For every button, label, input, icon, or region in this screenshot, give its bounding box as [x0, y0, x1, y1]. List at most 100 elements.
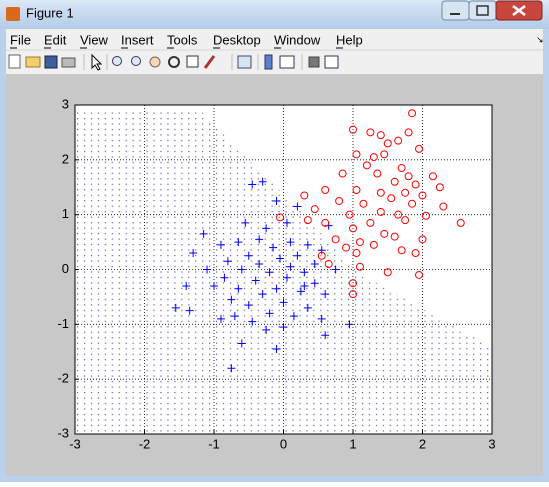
menu-item[interactable]: File [10, 32, 31, 47]
circle-marker [366, 128, 375, 137]
circle-marker [362, 161, 371, 170]
toolbar [8, 53, 339, 71]
circle-marker [321, 185, 330, 194]
x-tick-label: 0 [280, 436, 287, 451]
menu-item[interactable]: View [80, 32, 109, 47]
plus-marker [237, 339, 246, 348]
link-icon[interactable] [237, 55, 252, 69]
plus-marker [237, 265, 246, 274]
x-tick-label: 1 [349, 436, 356, 451]
circle-marker [421, 211, 430, 220]
circle-marker [415, 270, 424, 279]
y-tick-label: 0 [62, 261, 69, 276]
y-tick-label: 1 [62, 206, 69, 221]
menu-item[interactable]: Window [274, 32, 321, 47]
circle-marker [439, 202, 448, 211]
x-tick-label: -3 [69, 436, 81, 451]
circle-marker [404, 128, 413, 137]
open-icon[interactable] [25, 56, 41, 68]
menu-item[interactable]: Help [336, 32, 363, 47]
menu-item[interactable]: Edit [44, 32, 67, 47]
circle-marker [404, 172, 413, 181]
pan-icon[interactable] [149, 56, 161, 68]
circle-marker [376, 131, 385, 140]
plus-marker [199, 229, 208, 238]
colorbar-icon[interactable] [264, 54, 273, 70]
decision-region [75, 110, 492, 434]
circle-marker [390, 232, 399, 241]
circle-marker [401, 188, 410, 197]
window-title: Figure 1 [26, 5, 74, 20]
rotate-icon[interactable] [168, 56, 180, 68]
plus-marker [255, 260, 264, 269]
plus-marker [303, 303, 312, 312]
circle-marker [397, 246, 406, 255]
zoom-out-icon[interactable] [131, 56, 141, 66]
plus-marker [345, 320, 354, 329]
plus-marker [321, 290, 330, 299]
plus-marker [230, 312, 239, 321]
plus-marker [289, 312, 298, 321]
circle-marker [352, 185, 361, 194]
plus-marker [255, 235, 264, 244]
menu-item[interactable]: Desktop [213, 32, 261, 47]
circle-marker [300, 191, 309, 200]
plus-marker [258, 290, 267, 299]
circle-marker [349, 279, 357, 288]
hide-tools-icon[interactable] [308, 56, 320, 68]
save-icon[interactable] [44, 55, 58, 69]
plus-marker [244, 301, 253, 310]
plus-marker [310, 260, 319, 269]
plus-marker [182, 281, 191, 290]
circle-marker [390, 177, 399, 186]
plus-marker [203, 265, 212, 274]
plus-marker [210, 281, 218, 290]
print-icon[interactable] [61, 57, 76, 68]
circle-marker [321, 218, 330, 227]
plus-marker [185, 306, 194, 315]
circle-marker [335, 196, 344, 205]
x-tick-label: 3 [488, 436, 495, 451]
menu-item[interactable]: Insert [121, 32, 154, 47]
plus-marker [303, 240, 312, 249]
window-controls[interactable] [441, 0, 543, 21]
plus-marker [265, 309, 274, 318]
axes: -3 -2 -1 0 1 2 3 -3 -2 -1 0 1 2 3 [57, 96, 495, 451]
circle-marker [324, 260, 333, 269]
brush-icon[interactable] [203, 55, 216, 69]
plus-marker [310, 279, 319, 288]
plus-marker [276, 254, 285, 263]
circle-marker [366, 218, 375, 227]
circle-marker [369, 240, 378, 249]
circle-marker [349, 125, 357, 134]
plus-marker [286, 262, 295, 271]
circle-marker [355, 262, 364, 271]
plus-marker [234, 238, 243, 247]
y-tick-label: -3 [57, 425, 69, 440]
maximize-button[interactable] [468, 0, 497, 21]
circle-marker [310, 205, 319, 214]
x-tick-label: 2 [419, 436, 426, 451]
plus-marker [251, 276, 260, 285]
new-icon[interactable] [8, 54, 21, 69]
plus-marker [258, 177, 267, 186]
legend-icon[interactable] [279, 55, 295, 69]
datacursor-icon[interactable] [186, 55, 199, 68]
plus-marker [331, 265, 340, 274]
circle-marker [376, 207, 385, 216]
minimize-button[interactable] [441, 0, 470, 21]
plus-marker [248, 180, 257, 189]
menu-item[interactable]: Tools [167, 32, 198, 47]
plus-marker [293, 251, 302, 260]
circle-marker [418, 235, 427, 244]
pointer-icon[interactable] [91, 53, 103, 71]
circle-marker [383, 268, 392, 277]
show-tools-icon[interactable] [324, 55, 339, 69]
plus-marker [189, 249, 198, 258]
circle-marker [408, 199, 417, 208]
circle-marker [317, 251, 326, 260]
zoom-in-icon[interactable] [112, 56, 122, 66]
circle-marker [276, 213, 285, 222]
plus-marker [227, 364, 236, 373]
circle-marker [349, 224, 357, 233]
